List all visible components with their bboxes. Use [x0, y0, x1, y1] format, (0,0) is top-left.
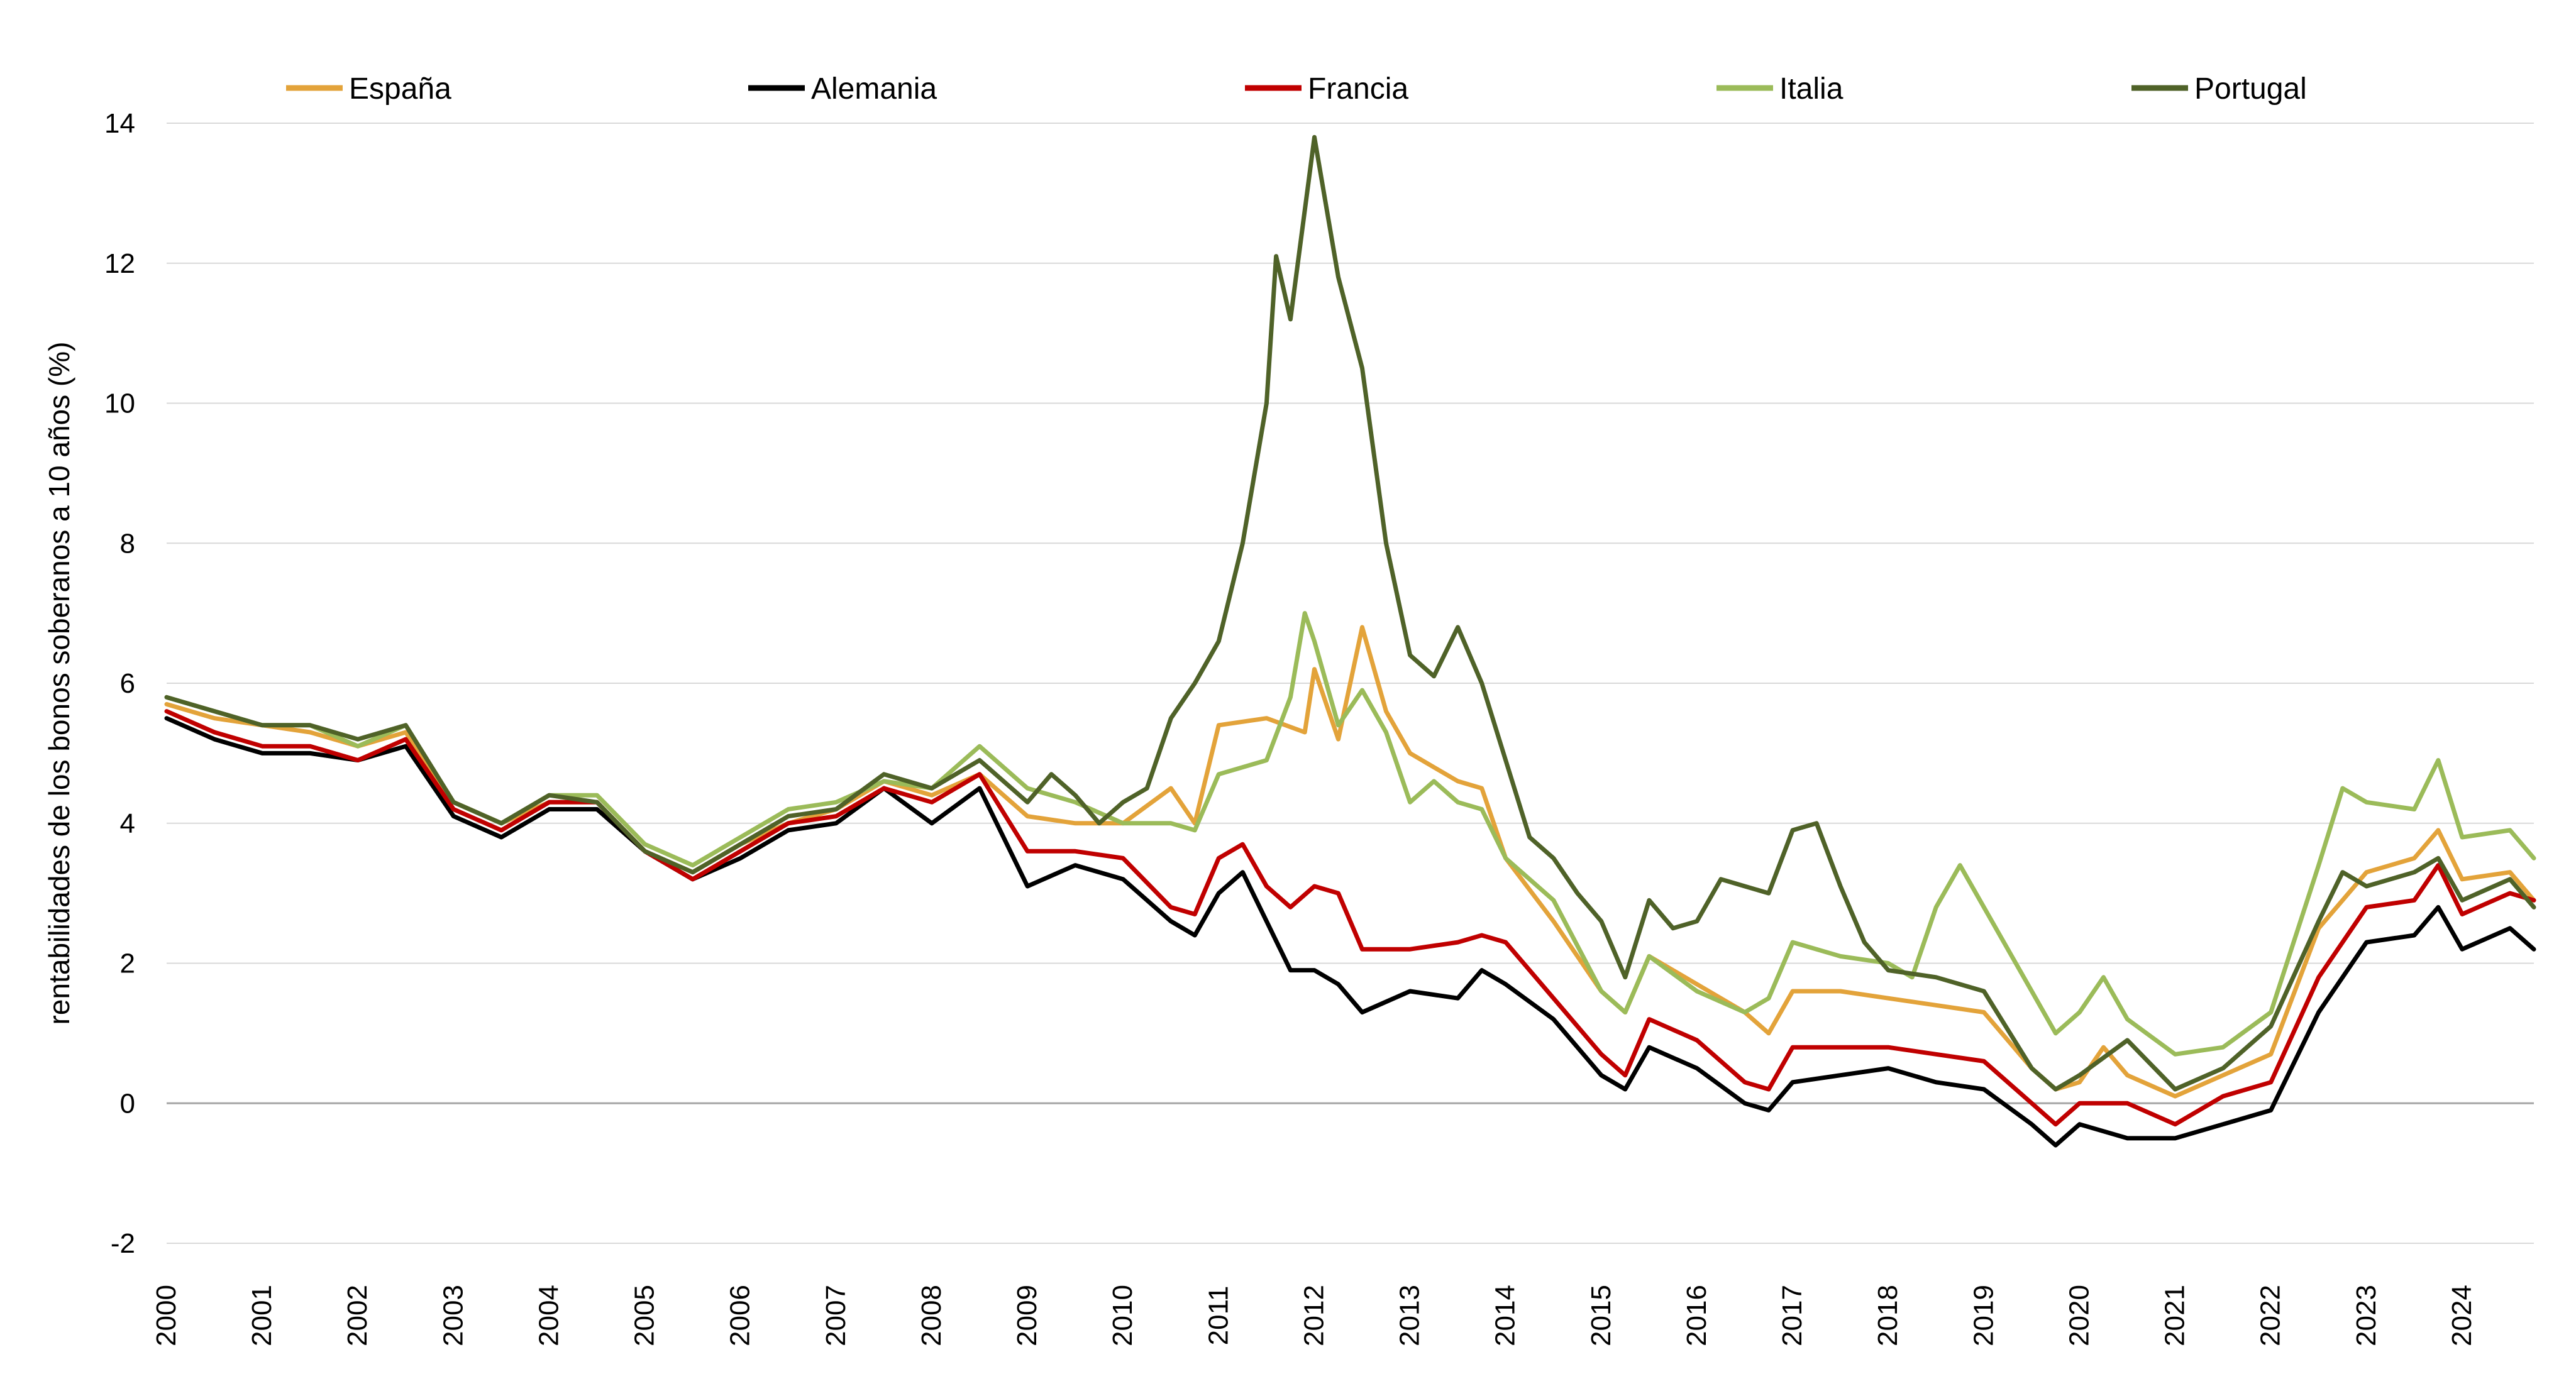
x-tick-label: 2003 — [438, 1285, 468, 1346]
x-tick-label: 2023 — [2351, 1285, 2382, 1346]
x-tick-label: 2022 — [2255, 1285, 2286, 1346]
x-tick-label: 2006 — [725, 1285, 756, 1346]
x-tick-label: 2018 — [1872, 1285, 1903, 1346]
x-tick-label: 2000 — [151, 1285, 182, 1346]
x-tick-label: 2012 — [1298, 1285, 1329, 1346]
x-tick-label: 2005 — [629, 1285, 660, 1346]
legend-label: Alemania — [811, 72, 937, 106]
y-tick-labels: -2 0 2 4 6 8 10 12 14 — [104, 108, 135, 1259]
y-tick-label: 14 — [104, 108, 135, 139]
x-tick-label: 2021 — [2160, 1285, 2191, 1346]
series-line-portugal — [164, 135, 2536, 1092]
x-tick-label: 2020 — [2064, 1285, 2094, 1346]
y-tick-label: 10 — [104, 388, 135, 419]
x-tick-label: 2014 — [1490, 1285, 1521, 1346]
series-line-españa — [164, 625, 2536, 1099]
y-tick-label: 8 — [120, 528, 135, 559]
legend-label: Portugal — [2194, 72, 2307, 106]
x-tick-label: 2009 — [1012, 1285, 1042, 1346]
legend-label: España — [349, 72, 451, 106]
x-tick-label: 2002 — [342, 1285, 373, 1346]
x-tick-label: 2015 — [1586, 1285, 1617, 1346]
legend: España Alemania Francia Italia Portugal — [286, 72, 2307, 106]
x-tick-label: 2024 — [2446, 1285, 2477, 1346]
x-tick-label: 2019 — [1968, 1285, 1999, 1346]
x-tick-label: 2016 — [1681, 1285, 1712, 1346]
legend-label: Francia — [1308, 72, 1408, 106]
series-group — [164, 135, 2536, 1148]
x-tick-label: 2017 — [1777, 1285, 1808, 1346]
x-tick-label: 2007 — [821, 1285, 851, 1346]
x-tick-labels: 2000 2001 2002 2003 2004 2005 2006 2007 2008 2009… — [151, 1285, 2477, 1346]
gridlines — [167, 123, 2534, 1244]
x-tick-label: 2008 — [916, 1285, 947, 1346]
x-tick-label: 2010 — [1107, 1285, 1138, 1346]
y-axis-title: rentabilidades de los bonos soberanos a … — [43, 342, 75, 1025]
y-tick-label: -2 — [111, 1228, 135, 1259]
y-tick-label: 2 — [120, 948, 135, 979]
x-tick-label: 2004 — [533, 1285, 564, 1346]
series-line-alemania — [164, 716, 2536, 1148]
x-tick-label: 2011 — [1203, 1286, 1234, 1346]
legend-label: Italia — [1779, 72, 1844, 106]
y-tick-label: 12 — [104, 248, 135, 279]
series-line-italia — [164, 611, 2536, 1057]
x-tick-label: 2001 — [246, 1285, 277, 1346]
x-tick-label: 2013 — [1395, 1285, 1425, 1346]
y-tick-label: 0 — [120, 1088, 135, 1119]
series-line-francia — [164, 709, 2536, 1127]
y-tick-label: 4 — [120, 808, 135, 839]
y-tick-label: 6 — [120, 668, 135, 699]
